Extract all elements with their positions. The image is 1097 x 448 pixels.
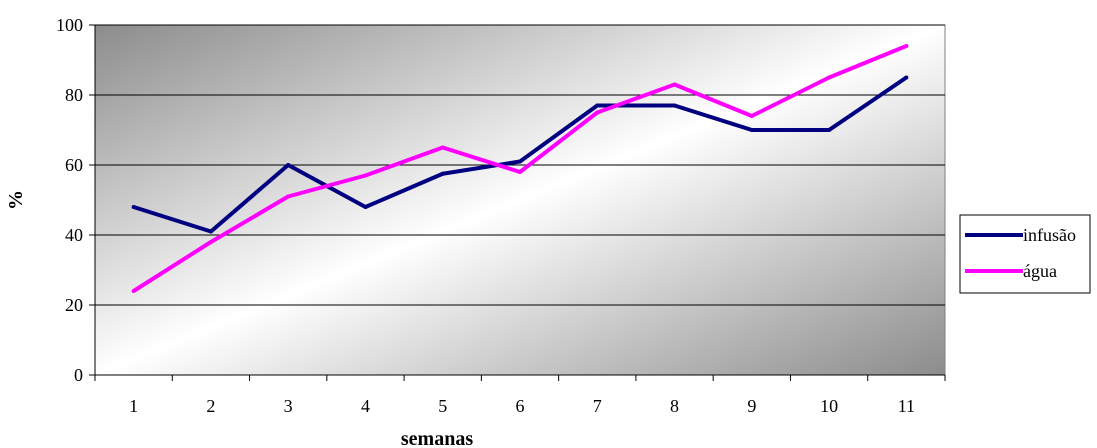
- data-point: [595, 103, 600, 108]
- x-axis-title: semanas: [401, 428, 473, 448]
- data-point: [904, 44, 909, 48]
- x-tick-label: 11: [898, 396, 915, 416]
- data-point: [440, 171, 445, 176]
- x-tick-label: 8: [670, 396, 679, 416]
- y-axis-title: %: [5, 190, 27, 210]
- y-tick-label: 100: [56, 15, 83, 35]
- data-point: [518, 159, 522, 164]
- data-point: [208, 240, 213, 244]
- data-point: [518, 170, 522, 174]
- data-point: [363, 173, 368, 178]
- x-tick-label: 3: [284, 396, 293, 416]
- gridlines: [95, 24, 945, 306]
- legend: infusão água: [959, 214, 1091, 294]
- y-axis: 0 20 40 60 80 100: [56, 15, 96, 385]
- x-tick-label: 5: [438, 396, 447, 416]
- data-point: [208, 229, 213, 234]
- y-tick-label: 80: [65, 85, 83, 105]
- data-point: [827, 128, 832, 132]
- x-tick-label: 6: [516, 396, 525, 416]
- data-point: [672, 103, 677, 108]
- data-point: [363, 205, 368, 209]
- legend-box: [959, 214, 1091, 294]
- series-lines: [131, 44, 909, 293]
- data-point: [749, 114, 754, 118]
- data-point: [749, 128, 754, 132]
- x-tick-label: 1: [129, 396, 138, 416]
- data-point: [131, 205, 136, 209]
- plot-area: [94, 24, 946, 376]
- y-tick-label: 20: [65, 295, 83, 315]
- data-point: [286, 194, 291, 199]
- y-tick-label: 60: [65, 155, 83, 175]
- data-point: [286, 163, 291, 167]
- y-tick-label: 0: [74, 365, 83, 385]
- data-point: [595, 110, 600, 115]
- data-point: [672, 82, 677, 87]
- x-tick-label: 7: [593, 396, 602, 416]
- x-axis: 1 2 3 4 5 6 7 8 9 10 11: [94, 374, 946, 416]
- x-tick-label: 9: [747, 396, 756, 416]
- y-tick-label: 40: [65, 225, 83, 245]
- legend-label: água: [1023, 261, 1057, 281]
- data-point: [131, 289, 136, 293]
- data-point: [904, 75, 909, 80]
- x-tick-label: 10: [820, 396, 838, 416]
- x-tick-label: 4: [361, 396, 370, 416]
- legend-label: infusão: [1023, 225, 1076, 245]
- data-point: [440, 145, 445, 150]
- data-point: [827, 75, 832, 80]
- legend-items: infusão água: [965, 225, 1076, 281]
- x-tick-label: 2: [206, 396, 215, 416]
